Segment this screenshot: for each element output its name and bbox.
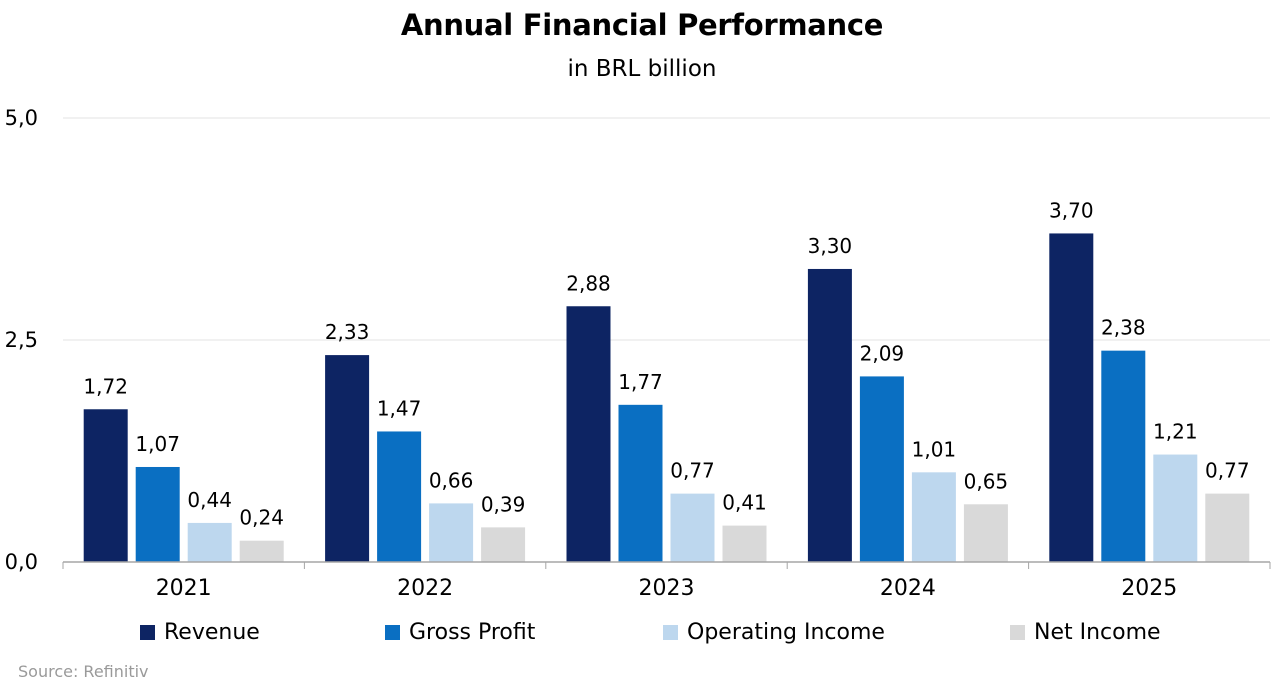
bar	[1101, 350, 1146, 562]
data-label: 0,24	[239, 506, 284, 530]
data-label: 3,70	[1049, 198, 1094, 222]
bar	[1049, 233, 1094, 562]
bar	[1153, 454, 1198, 562]
legend-item: Operating Income	[663, 620, 885, 645]
bar	[859, 376, 904, 562]
bar	[481, 527, 526, 562]
x-tick-label: 2022	[397, 576, 453, 601]
legend-item: Gross Profit	[385, 620, 535, 645]
bar-chart: 0,0 2,5 5,0 1,72 1,07 0,44 0,24 2021 2,33 1,47 0,6…	[5, 106, 1271, 601]
y-tick-label: 2,5	[5, 328, 38, 352]
bar	[325, 355, 370, 562]
legend-swatch	[663, 625, 678, 640]
data-label: 0,41	[722, 491, 767, 515]
legend-swatch	[140, 625, 155, 640]
legend-label: Operating Income	[687, 620, 885, 645]
data-label: 1,47	[377, 396, 422, 420]
x-tick-label: 2023	[639, 576, 695, 601]
x-tick-label: 2021	[156, 576, 212, 601]
chart-subtitle: in BRL billion	[567, 56, 717, 82]
bar	[83, 409, 128, 562]
bar	[911, 472, 956, 562]
x-tick-label: 2025	[1121, 576, 1177, 601]
legend-swatch	[1010, 625, 1025, 640]
bar	[722, 525, 767, 562]
data-label: 0,77	[1205, 459, 1250, 483]
data-label: 1,07	[135, 432, 180, 456]
legend-swatch	[385, 625, 400, 640]
legend-label: Revenue	[164, 620, 260, 645]
data-label: 1,01	[912, 437, 957, 461]
legend-item: Revenue	[140, 620, 260, 645]
bar	[566, 306, 611, 562]
data-label: 0,65	[964, 469, 1009, 493]
data-label: 2,33	[325, 320, 370, 344]
data-label: 0,39	[481, 492, 526, 516]
bar	[239, 540, 284, 562]
data-label: 3,30	[808, 234, 853, 258]
bar	[807, 268, 852, 562]
data-label: 0,44	[187, 488, 232, 512]
data-label: 2,38	[1101, 316, 1146, 340]
data-label: 1,77	[618, 370, 663, 394]
source-note: Source: Refinitiv	[18, 662, 149, 681]
bar	[1205, 493, 1250, 562]
data-label: 1,72	[83, 374, 128, 398]
data-label: 2,88	[566, 271, 611, 295]
chart-title: Annual Financial Performance	[400, 8, 884, 42]
bar	[670, 493, 715, 562]
data-label: 2,09	[860, 341, 905, 365]
legend: Revenue Gross Profit Operating Income Net I…	[0, 620, 1280, 652]
data-label: 0,77	[670, 459, 715, 483]
y-tick-label: 0,0	[5, 550, 38, 574]
x-tick-label: 2024	[880, 576, 936, 601]
legend-label: Gross Profit	[409, 620, 536, 645]
legend-label: Net Income	[1034, 620, 1161, 645]
bar	[377, 431, 422, 562]
bar	[187, 522, 232, 562]
data-label: 1,21	[1153, 420, 1198, 444]
legend-item: Net Income	[1010, 620, 1161, 645]
bar	[135, 466, 180, 562]
bar	[618, 404, 663, 562]
bar	[963, 504, 1008, 562]
y-tick-label: 5,0	[5, 106, 38, 130]
data-label: 0,66	[429, 468, 474, 492]
bar	[429, 503, 474, 562]
